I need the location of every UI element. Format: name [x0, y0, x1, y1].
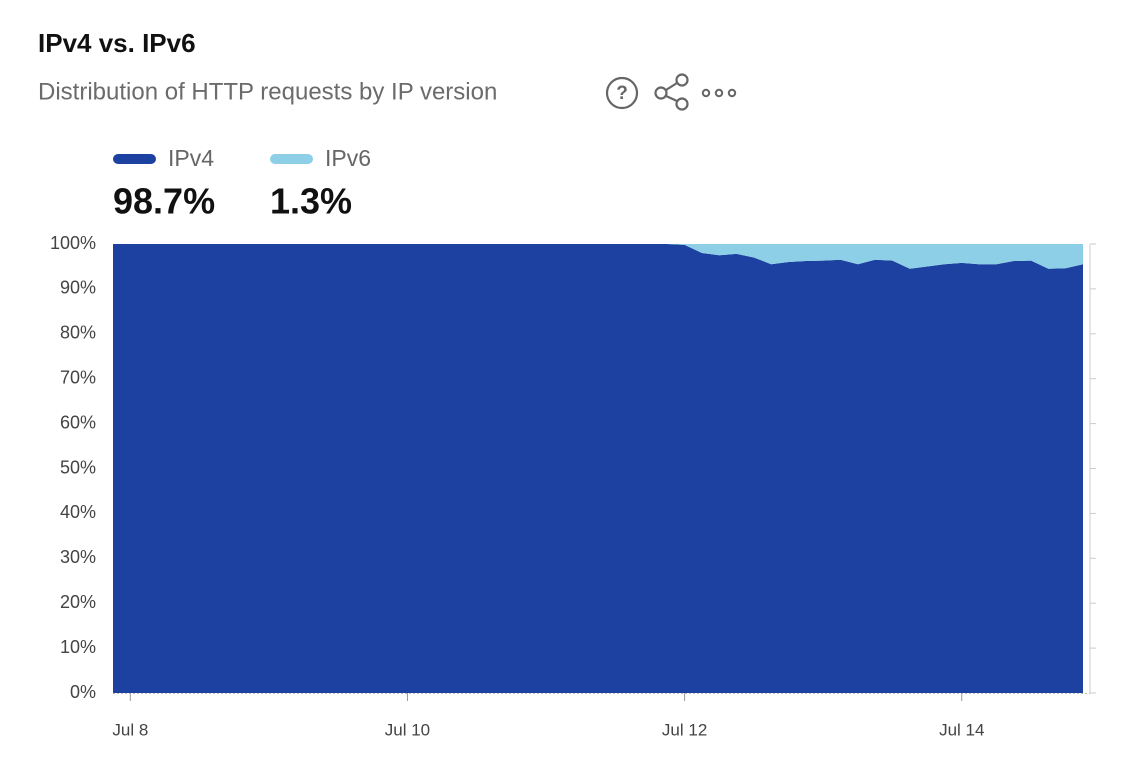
- y-tick-label: 100%: [50, 233, 96, 253]
- area: [113, 244, 1083, 693]
- y-tick-label: 30%: [60, 547, 96, 567]
- area: [113, 244, 1083, 269]
- y-tick-label: 10%: [60, 637, 96, 657]
- legend-share: 98.7%: [113, 181, 215, 222]
- y-tick-label: 90%: [60, 278, 96, 298]
- more-icon[interactable]: [701, 88, 737, 98]
- x-tick-label: Jul 8: [112, 720, 148, 739]
- x-tick-label: Jul 12: [662, 720, 707, 739]
- share-icon[interactable]: [654, 73, 689, 111]
- x-tick-label: Jul 14: [939, 720, 984, 739]
- y-tick-label: 50%: [60, 457, 96, 477]
- legend-share: 1.3%: [270, 181, 352, 222]
- y-tick-label: 0%: [70, 682, 96, 702]
- legend-label: IPv4: [168, 145, 214, 171]
- chart-title: IPv4 vs. IPv6: [38, 28, 196, 58]
- svg-text:?: ?: [616, 83, 628, 104]
- y-tick-label: 70%: [60, 367, 96, 387]
- legend-label: IPv6: [325, 145, 371, 171]
- y-tick-label: 20%: [60, 592, 96, 612]
- help-icon[interactable]: ?: [605, 76, 639, 110]
- y-tick-label: 40%: [60, 502, 96, 522]
- x-tick-label: Jul 10: [385, 720, 430, 739]
- chart-subtitle: Distribution of HTTP requests by IP vers…: [38, 78, 497, 105]
- y-tick-label: 60%: [60, 412, 96, 432]
- y-tick-label: 80%: [60, 323, 96, 343]
